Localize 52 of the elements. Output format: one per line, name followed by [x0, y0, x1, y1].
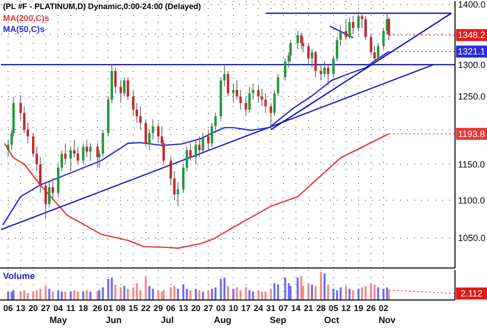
text: Nov [378, 315, 396, 325]
x-tick-label: 22 [141, 303, 151, 313]
y-tick-label: 1150.0 [458, 159, 485, 170]
chart-title: (PL #F - PLATINUM,D) Dynamic,0:00-24:00 (Delayed) [3, 2, 202, 11]
x-tick-label: 27 [40, 303, 51, 313]
x-tick-label: 02 [378, 303, 388, 313]
x-tick-label: 04 [53, 303, 64, 313]
y-tick-label: 1100.0 [458, 195, 485, 206]
text: Aug [214, 315, 232, 325]
x-tick-label: 29 [154, 303, 164, 313]
text: May [49, 315, 67, 325]
x-tick-label: 21 [304, 303, 314, 313]
x-tick-label: 20 [191, 303, 201, 313]
x-tick-label: 03 [216, 303, 226, 313]
y-tick-label: 1300.0 [458, 60, 486, 70]
annotation: 1193.8 [458, 129, 485, 139]
text: Jun [106, 315, 122, 325]
x-tick-label: 13 [16, 303, 26, 313]
x-tick-label: 12 [341, 303, 351, 313]
text: MA(50,C)s [3, 24, 45, 34]
annotation: 1348.2 [458, 30, 486, 40]
x-tick-label: 06 [3, 303, 14, 313]
y-tick-label: 1250.0 [458, 92, 486, 102]
x-tick-label: 10 [228, 303, 238, 313]
text: Jul [160, 315, 174, 325]
x-tick-label: 08 [116, 303, 126, 313]
x-tick-label: 19 [354, 303, 364, 313]
x-tick-label: 27 [204, 303, 214, 313]
text: Oct [324, 315, 340, 325]
x-tick-label: 26 [92, 303, 103, 313]
x-tick-label: 17 [241, 303, 251, 313]
annotation: 2.112 [460, 288, 482, 299]
x-tick-label: 13 [178, 303, 188, 313]
x-tick-label: 26 [366, 303, 376, 313]
x-tick-label: 06 [166, 303, 176, 313]
x-tick-label: 01 [104, 303, 114, 313]
x-tick-label: 18 [78, 303, 88, 313]
chart-title: Volume [3, 271, 35, 281]
text: MA(200,C)s [3, 13, 50, 23]
x-tick-label: 07 [278, 303, 288, 313]
x-tick-label: 20 [28, 303, 38, 313]
x-tick-label: 11 [66, 303, 76, 313]
text: Sep [270, 315, 287, 325]
annotation: 1321.1 [458, 46, 486, 57]
x-tick-label: 05 [328, 303, 338, 313]
x-tick-label: 31 [266, 303, 276, 313]
x-tick-label: 24 [254, 303, 264, 313]
x-tick-label: 14 [291, 303, 301, 313]
y-tick-label: 1050.0 [458, 233, 486, 244]
y-tick-label: 1400.0 [458, 0, 486, 10]
x-tick-label: 15 [128, 303, 138, 313]
x-tick-label: 28 [316, 303, 326, 313]
